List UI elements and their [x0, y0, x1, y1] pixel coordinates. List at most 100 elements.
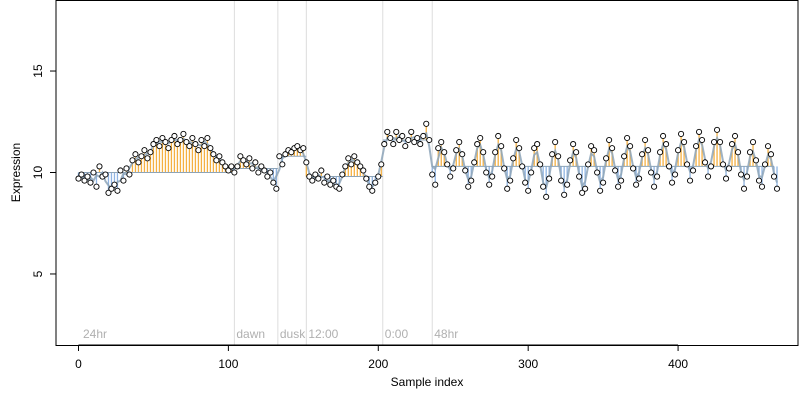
data-point-83: [324, 173, 331, 180]
data-point-188: [639, 151, 646, 158]
data-point-148: [519, 163, 526, 170]
marker-label-2: 12:00: [308, 327, 338, 341]
data-point-166: [573, 149, 580, 156]
data-point-13: [114, 187, 121, 194]
data-point-143: [504, 185, 511, 192]
data-point-138: [489, 173, 496, 180]
data-point-134: [477, 134, 484, 142]
data-point-44: [207, 145, 214, 152]
data-point-182: [621, 153, 628, 160]
data-point-98: [369, 187, 376, 194]
data-point-139: [492, 149, 499, 156]
data-point-226: [752, 157, 760, 164]
y-tick-label-2: 15: [31, 64, 45, 78]
data-point-178: [609, 145, 616, 152]
data-point-50: [225, 167, 232, 174]
data-point-92: [351, 153, 358, 160]
data-point-123: [444, 161, 451, 168]
data-point-63: [264, 173, 271, 180]
data-point-206: [693, 143, 700, 150]
marker-labels: 24hr dawn dusk 12:00 0:00 48hr: [83, 327, 458, 341]
data-point-141: [498, 143, 505, 150]
data-point-167: [576, 173, 583, 180]
data-point-68: [279, 161, 286, 168]
data-point-90: [345, 155, 352, 162]
data-point-193: [654, 173, 661, 180]
data-point-45: [210, 151, 217, 158]
data-point-67: [276, 153, 283, 160]
data-point-126: [453, 147, 460, 154]
data-point-216: [722, 175, 730, 182]
data-point-60: [255, 169, 262, 176]
x-tick-label-1: 100: [218, 357, 238, 371]
data-point-146: [513, 136, 520, 144]
x-axis-title: Sample index: [391, 375, 464, 389]
data-point-28: [159, 134, 166, 142]
data-point-14: [117, 167, 124, 174]
data-point-31: [168, 136, 175, 144]
data-point-77: [306, 173, 313, 180]
data-point-34: [177, 136, 184, 144]
data-point-191: [648, 169, 655, 176]
data-point-142: [501, 165, 508, 172]
data-point-158: [549, 151, 556, 158]
x-tick-label-3: 300: [518, 357, 538, 371]
x-tick-label-4: 400: [668, 357, 688, 371]
data-point-184: [627, 143, 634, 150]
data-point-6: [93, 183, 100, 190]
marker-label-3: 0:00: [385, 327, 409, 341]
data-point-58: [249, 165, 256, 172]
data-point-177: [606, 136, 613, 144]
data-point-33: [174, 141, 181, 148]
data-point-111: [408, 128, 415, 135]
data-point-181: [618, 177, 625, 184]
data-point-223: [743, 173, 751, 180]
data-point-186: [633, 181, 640, 188]
data-point-79: [312, 171, 319, 178]
data-point-117: [426, 136, 433, 144]
data-point-49: [222, 163, 229, 170]
data-point-165: [570, 141, 577, 148]
data-point-230: [764, 143, 772, 150]
data-point-200: [675, 147, 682, 154]
data-point-204: [687, 177, 694, 184]
data-point-61: [258, 163, 265, 170]
data-point-48: [219, 159, 226, 166]
data-point-17: [126, 171, 133, 178]
data-point-175: [600, 179, 607, 186]
data-point-42: [201, 143, 208, 150]
data-point-37: [186, 143, 193, 150]
data-point-152: [531, 145, 538, 152]
data-point-106: [393, 128, 400, 135]
data-point-108: [399, 132, 406, 140]
data-point-136: [483, 169, 490, 176]
data-point-119: [432, 181, 439, 188]
marker-label-1: dusk: [280, 327, 306, 341]
data-point-118: [429, 171, 436, 178]
data-point-9: [102, 171, 109, 178]
data-point-209: [702, 159, 709, 166]
data-point-62: [261, 167, 268, 174]
data-point-5: [90, 169, 97, 176]
data-point-40: [195, 147, 202, 154]
data-point-133: [474, 141, 481, 148]
data-point-229: [761, 161, 769, 168]
data-point-103: [384, 128, 391, 135]
marker-label-0: dawn: [236, 327, 265, 341]
data-point-232: [770, 173, 778, 180]
data-point-27: [156, 143, 163, 150]
data-point-164: [567, 157, 574, 164]
data-point-66: [273, 185, 280, 192]
data-point-116: [423, 120, 430, 127]
data-point-26: [153, 136, 160, 144]
data-point-221: [737, 171, 745, 178]
data-point-91: [348, 161, 355, 168]
data-point-140: [495, 132, 502, 140]
data-point-179: [612, 167, 619, 174]
data-point-22: [141, 147, 148, 154]
data-point-196: [663, 141, 670, 148]
data-point-89: [342, 163, 349, 170]
data-point-21: [138, 153, 145, 160]
data-point-55: [240, 157, 247, 164]
data-point-115: [420, 132, 427, 140]
